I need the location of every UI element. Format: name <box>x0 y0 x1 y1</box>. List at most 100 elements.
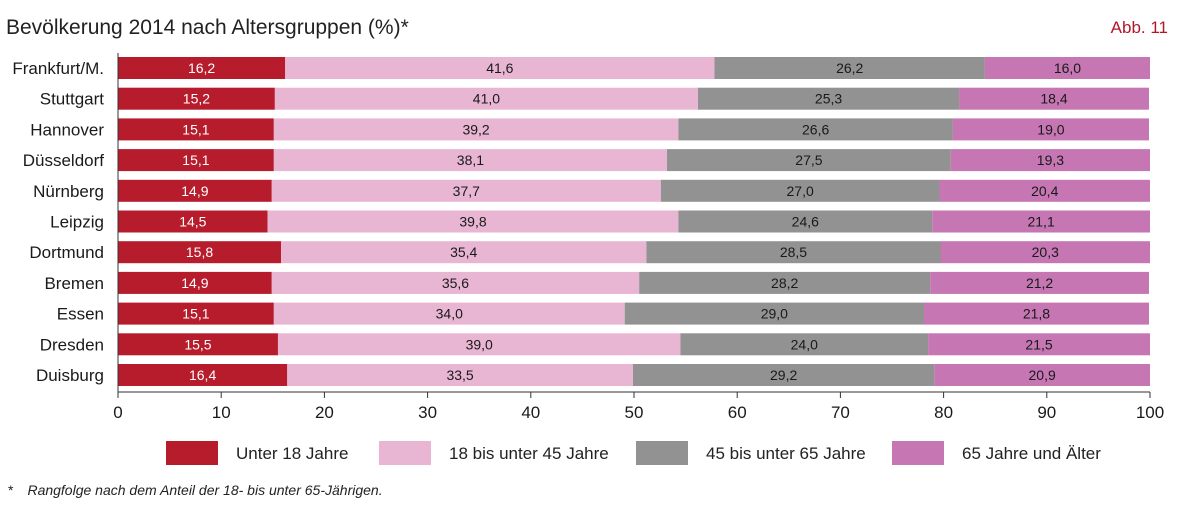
data-label-65-plus-hannover: 19,0 <box>1037 121 1064 137</box>
data-label-under-18-hannover: 15,1 <box>182 121 209 137</box>
data-label-under-18-dortmund: 15,8 <box>186 244 213 260</box>
data-label-45-to-65-dresden: 24,0 <box>791 336 818 352</box>
bar-under-18-stuttgart <box>118 87 275 110</box>
category-label-nürnberg: Nürnberg <box>33 182 104 201</box>
bar-under-18-hannover <box>118 118 274 141</box>
bar-45-to-65-frankfurt-m <box>714 57 985 79</box>
category-label-stuttgart: Stuttgart <box>40 90 105 109</box>
bar-65-plus-hannover <box>952 118 1149 141</box>
data-label-65-plus-düsseldorf: 19,3 <box>1037 152 1064 168</box>
data-label-65-plus-essen: 21,8 <box>1023 306 1050 322</box>
bar-18-to-45-frankfurt-m <box>285 57 715 79</box>
category-label-düsseldorf: Düsseldorf <box>23 151 105 170</box>
data-label-under-18-nürnberg: 14,9 <box>181 183 208 199</box>
bar-45-to-65-duisburg <box>632 364 935 386</box>
bar-under-18-nürnberg <box>118 179 272 202</box>
data-label-45-to-65-essen: 29,0 <box>761 306 788 322</box>
bar-under-18-bremen <box>118 271 272 294</box>
x-tick-label-70: 70 <box>831 403 850 422</box>
bar-18-to-45-dresden <box>277 333 681 356</box>
category-label-duisburg: Duisburg <box>36 366 104 385</box>
x-tick-label-80: 80 <box>934 403 953 422</box>
category-label-dresden: Dresden <box>40 335 104 354</box>
footnote: * Rangfolge nach dem Anteil der 18- bis u… <box>8 482 383 498</box>
bar-45-to-65-nürnberg <box>660 179 940 202</box>
category-label-leipzig: Leipzig <box>50 213 104 232</box>
data-label-45-to-65-frankfurt-m: 26,2 <box>836 60 863 76</box>
chart-legend: Unter 18 Jahre 18 bis unter 45 Jahre 45 … <box>0 441 1200 467</box>
data-label-45-to-65-leipzig: 24,6 <box>792 214 819 230</box>
data-label-under-18-bremen: 14,9 <box>181 275 208 291</box>
data-label-under-18-duisburg: 16,4 <box>189 367 216 383</box>
data-label-65-plus-duisburg: 20,9 <box>1029 367 1056 383</box>
data-label-under-18-dresden: 15,5 <box>184 336 211 352</box>
data-label-45-to-65-düsseldorf: 27,5 <box>795 152 822 168</box>
category-label-frankfurt-m: Frankfurt/M. <box>12 59 104 78</box>
data-label-under-18-stuttgart: 15,2 <box>183 91 210 107</box>
data-label-18-to-45-nürnberg: 37,7 <box>453 183 480 199</box>
bar-under-18-duisburg <box>118 364 288 386</box>
legend-label-65-plus: 65 Jahre und Älter <box>962 444 1101 463</box>
bar-65-plus-düsseldorf <box>950 149 1150 172</box>
data-label-18-to-45-düsseldorf: 38,1 <box>457 152 484 168</box>
bar-18-to-45-dortmund <box>281 241 647 264</box>
data-label-18-to-45-hannover: 39,2 <box>462 121 489 137</box>
legend-label-under-18: Unter 18 Jahre <box>236 444 349 463</box>
bar-18-to-45-hannover <box>273 118 679 141</box>
legend-swatch-under-18 <box>166 441 218 465</box>
bar-65-plus-nürnberg <box>939 179 1150 202</box>
data-label-18-to-45-essen: 34,0 <box>436 306 463 322</box>
bar-45-to-65-dortmund <box>646 241 941 264</box>
x-tick-label-90: 90 <box>1037 403 1056 422</box>
bar-65-plus-stuttgart <box>959 87 1149 110</box>
x-tick-label-30: 30 <box>418 403 437 422</box>
data-label-18-to-45-stuttgart: 41,0 <box>473 91 500 107</box>
data-label-45-to-65-hannover: 26,6 <box>802 121 829 137</box>
category-label-dortmund: Dortmund <box>29 243 104 262</box>
bar-18-to-45-duisburg <box>287 364 633 386</box>
data-label-45-to-65-dortmund: 28,5 <box>780 244 807 260</box>
bar-18-to-45-stuttgart <box>274 87 698 110</box>
x-tick-label-40: 40 <box>521 403 540 422</box>
stacked-bar-chart: Frankfurt/M. 16,2 41,6 26,2 16,0 Stuttgart 15,… <box>12 53 1164 422</box>
bar-under-18-frankfurt-m <box>118 57 286 79</box>
data-label-18-to-45-leipzig: 39,8 <box>459 214 486 230</box>
data-label-18-to-45-frankfurt-m: 41,6 <box>486 60 513 76</box>
bar-45-to-65-düsseldorf <box>667 149 951 172</box>
x-tick-label-20: 20 <box>315 403 334 422</box>
bar-45-to-65-hannover <box>678 118 953 141</box>
data-label-under-18-frankfurt-m: 16,2 <box>188 60 215 76</box>
legend-swatch-65-plus <box>892 441 944 465</box>
data-label-45-to-65-stuttgart: 25,3 <box>815 91 842 107</box>
data-label-18-to-45-dresden: 39,0 <box>466 336 493 352</box>
bar-65-plus-essen <box>923 302 1149 325</box>
bar-under-18-dresden <box>118 333 278 356</box>
bar-65-plus-frankfurt-m <box>984 57 1150 79</box>
x-tick-label-50: 50 <box>625 403 644 422</box>
bar-under-18-leipzig <box>118 210 268 233</box>
data-label-65-plus-stuttgart: 18,4 <box>1040 91 1067 107</box>
bar-45-to-65-bremen <box>639 271 931 294</box>
data-label-65-plus-frankfurt-m: 16,0 <box>1054 60 1081 76</box>
data-label-65-plus-dortmund: 20,3 <box>1032 244 1059 260</box>
bar-18-to-45-düsseldorf <box>273 149 668 172</box>
category-label-hannover: Hannover <box>30 120 104 139</box>
data-label-18-to-45-bremen: 35,6 <box>442 275 469 291</box>
data-label-65-plus-bremen: 21,2 <box>1026 275 1053 291</box>
bar-under-18-düsseldorf <box>118 149 274 172</box>
bar-65-plus-dortmund <box>940 241 1150 264</box>
bar-under-18-dortmund <box>118 241 282 264</box>
figure-label: Abb. 11 <box>1110 18 1168 37</box>
x-tick-label-10: 10 <box>212 403 231 422</box>
legend-swatch-18-to-45 <box>379 441 431 465</box>
bar-65-plus-bremen <box>930 271 1149 294</box>
bar-18-to-45-leipzig <box>267 210 679 233</box>
data-label-65-plus-dresden: 21,5 <box>1025 336 1052 352</box>
bar-65-plus-leipzig <box>932 210 1150 233</box>
data-label-45-to-65-bremen: 28,2 <box>771 275 798 291</box>
legend-label-18-to-45: 18 bis unter 45 Jahre <box>449 444 609 463</box>
footnote-mark: * <box>8 482 14 498</box>
bar-under-18-essen <box>118 302 274 325</box>
category-label-essen: Essen <box>57 305 104 324</box>
bar-18-to-45-nürnberg <box>271 179 661 202</box>
